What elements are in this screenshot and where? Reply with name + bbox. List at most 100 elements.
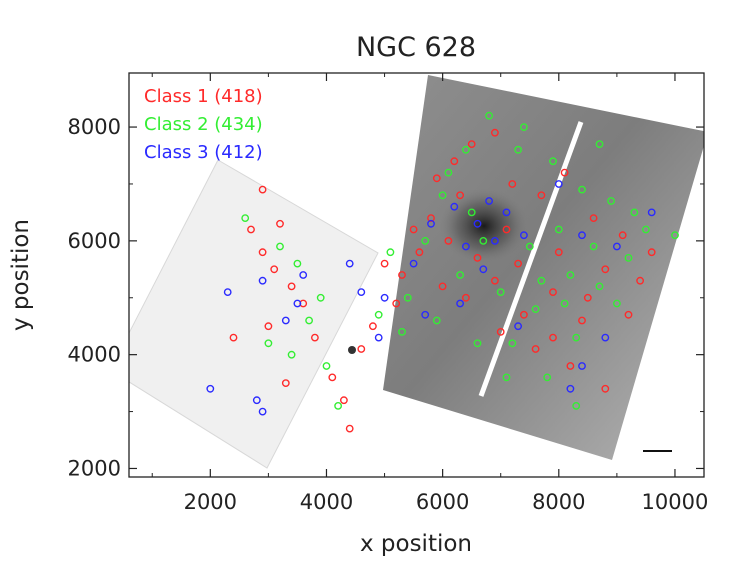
class-2-point — [560, 299, 569, 308]
class-3-point — [473, 219, 482, 228]
class-1-point — [427, 214, 435, 223]
class-2-point — [467, 208, 476, 217]
class-2-point — [293, 259, 302, 268]
class-1-point — [392, 299, 401, 308]
class-1-point — [270, 265, 279, 274]
class-2-point — [461, 145, 470, 154]
class-1-point — [287, 282, 296, 291]
class-1-point — [520, 310, 528, 319]
class-1-point — [467, 140, 476, 149]
class-1-point — [247, 225, 255, 234]
class-1-point — [432, 174, 441, 183]
class-3-point — [490, 236, 499, 245]
class-3-point — [252, 396, 261, 405]
class-2-point — [485, 111, 493, 120]
legend-entry-class-2: Class 2 (434) — [144, 114, 263, 135]
class-1-point — [502, 225, 511, 234]
background-image — [129, 75, 704, 469]
class-1-point — [281, 379, 290, 387]
class-2-point — [444, 168, 453, 177]
x-tick-label: 6000 — [416, 490, 469, 514]
class-3-point — [374, 333, 383, 342]
class-3-point — [345, 259, 354, 268]
class-2-point — [334, 401, 342, 410]
class-3-point — [514, 322, 522, 331]
class-2-point — [595, 282, 604, 291]
class-2-point — [642, 225, 650, 234]
chip-gap — [478, 121, 584, 397]
data-points — [206, 111, 679, 433]
class-1-point — [583, 293, 592, 302]
class-1-point — [566, 362, 575, 370]
class-1-point — [473, 253, 482, 262]
class-2-point — [531, 305, 540, 313]
class-1-point — [456, 191, 464, 200]
class-3-point — [601, 333, 610, 342]
class-2-point — [264, 339, 273, 348]
class-2-point — [432, 316, 441, 325]
x-axis: 2000 4000 6000 8000 10000 — [151, 73, 708, 514]
class-1-point — [490, 128, 499, 137]
class-1-point — [601, 384, 610, 393]
class-2-point — [607, 197, 615, 205]
y-tick-label: 8000 — [68, 115, 121, 139]
class-2-point — [630, 208, 639, 217]
class-2-point — [578, 185, 586, 194]
y-tick-label: 2000 — [68, 456, 121, 480]
class-2-point — [537, 276, 546, 285]
class-3-point — [566, 384, 575, 393]
class-1-point — [398, 271, 406, 279]
legend-entry-class-1: Class 1 (418) — [144, 86, 263, 107]
class-2-point — [386, 248, 395, 257]
class-3-point — [258, 407, 267, 416]
class-1-point — [357, 345, 366, 353]
class-1-point — [450, 157, 459, 166]
class-2-point — [287, 350, 296, 359]
class-1-point — [380, 259, 389, 268]
class-3-point — [520, 231, 528, 240]
class-1-point — [537, 191, 546, 200]
class-2-point — [276, 242, 284, 251]
class-2-point — [525, 242, 534, 251]
class-1-point — [415, 248, 424, 257]
class-2-point — [502, 373, 511, 382]
class-2-point — [671, 231, 679, 240]
class-1-point — [409, 225, 418, 234]
class-2-point — [322, 362, 331, 370]
class-1-point — [368, 322, 377, 331]
class-1-point — [589, 214, 598, 223]
class-3-point — [485, 197, 493, 205]
class-1-point — [461, 293, 470, 302]
class-1-point — [554, 248, 563, 257]
class-1-point — [618, 231, 627, 240]
class-2-point — [374, 310, 383, 319]
class-1-point — [258, 185, 267, 194]
class-2-point — [456, 271, 464, 279]
class-2-point — [613, 299, 621, 308]
legend-entry-class-3: Class 3 (412) — [144, 142, 263, 163]
class-3-point — [427, 219, 435, 228]
left-field — [129, 159, 379, 469]
class-1-point — [514, 259, 522, 268]
class-2-point — [572, 401, 581, 410]
class-1-point — [578, 316, 586, 325]
class-3-point — [281, 316, 290, 325]
plot-frame — [128, 72, 705, 478]
class-2-point — [549, 157, 557, 166]
class-3-point — [554, 180, 563, 188]
class-1-point — [549, 333, 557, 342]
right-field — [383, 75, 704, 460]
class-2-point — [438, 191, 447, 200]
class-2-point — [624, 253, 633, 262]
class-3-point — [357, 288, 366, 296]
class-1-point — [438, 282, 447, 291]
class-2-point — [421, 236, 430, 245]
class-3-point — [206, 384, 215, 393]
class-1-point — [601, 265, 610, 274]
class-3-point — [647, 208, 656, 217]
legend: Class 1 (418) Class 2 (434) Class 3 (412) — [144, 86, 263, 163]
class-3-point — [461, 242, 470, 251]
class-2-point — [520, 123, 528, 132]
class-1-point — [490, 276, 499, 285]
class-3-point — [450, 202, 459, 211]
